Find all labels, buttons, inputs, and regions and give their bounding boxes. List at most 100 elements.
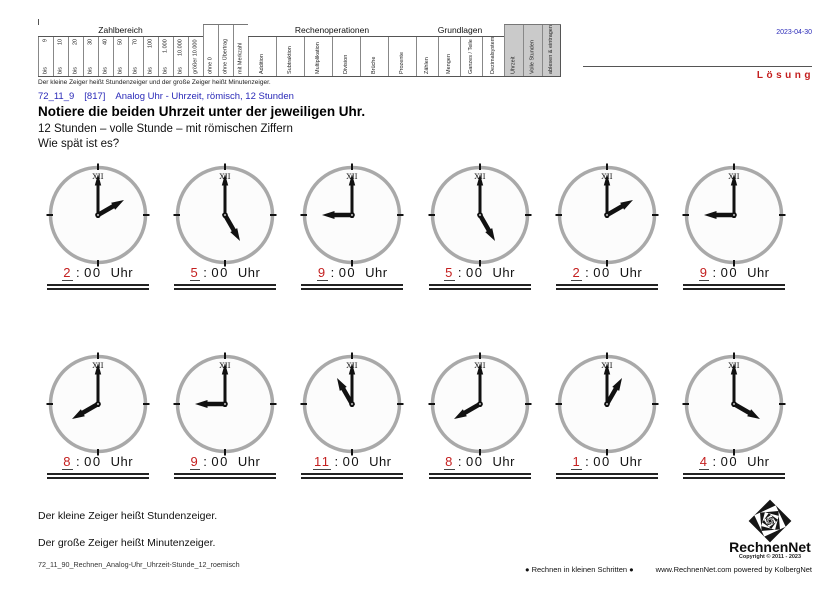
copyright: Copyright © 2011 - 2023 [738,554,802,560]
matrix-row: Zählen Mengen Ganzes / Teile Dezimalsystem [416,37,504,77]
clock-item: XII11:00 Uhr [289,351,416,479]
answer-colon: : [712,454,718,469]
matrix-cell: ablesen & eintragen [542,25,561,76]
brand-name: RechnenNet [729,539,811,555]
clock-face: XII [555,352,659,456]
answer-minutes: 00 [466,454,484,469]
matrix-group: ohne 0 ohne Übertrag mit Merkzahl [203,24,248,77]
matrix-cell-label: größer 10.000 [192,39,199,74]
matrix-group: Rechenoperationen Addition Subtraktion Mult… [248,24,416,77]
matrix-cell-label: bis 20 [72,39,79,74]
matrix-cell: Subtraktion [276,37,304,76]
matrix-cell-label: ohne 0 [207,57,214,74]
matrix-cell-label: bis 10.000 [177,39,184,74]
clock-face: XII [300,163,404,267]
answer-minutes: 00 [211,265,229,280]
clock-face: XII [555,163,659,267]
matrix-cell-label: bis 1.000 [162,39,169,74]
answer-hour-digit: 2 [62,265,73,281]
matrix-cell-label: ohne Übertrag [222,38,229,74]
time-answer: 2:00 Uhr [62,265,133,281]
clock-item: XII2:00 Uhr [543,162,670,290]
topic-matrix: Zahlbereich bis 9 bis 10 bis 20 bis 30 bis 40 bis 50… [38,19,561,77]
matrix-cell-label: Volle Stunden [529,40,536,74]
answer-unit: Uhr [747,454,770,469]
time-answer: 4:00 Uhr [698,454,770,470]
answer-unit: Uhr [110,454,134,469]
matrix-cell: bis 100 [143,37,158,76]
answer-line [428,284,531,290]
answer-colon: : [585,454,591,469]
clock-face: XII [46,163,150,267]
answer-hour-digit: 11 [312,454,332,470]
answer-line [46,473,149,479]
matrix-row: Uhrzeit Volle Stunden ablesen & eintragen [504,24,561,77]
matrix-cell: bis 40 [98,37,113,76]
matrix-cell-label: bis 100 [147,39,154,74]
matrix-cell: bis 20 [68,37,83,76]
clock-item: XII5:00 Uhr [161,162,288,290]
answer-colon: : [203,265,209,280]
answer-colon: : [457,454,463,469]
time-answer: 1:00 Uhr [571,454,642,470]
clock-item: XII9:00 Uhr [670,162,797,290]
clock-item: XII9:00 Uhr [289,162,416,290]
clock-face: XII [428,352,532,456]
clock-face: XII [173,352,277,456]
answer-hour-digit: 9 [698,265,710,281]
time-answer: 11:00 Uhr [312,454,392,470]
worksheet-ref: [817] [84,91,106,102]
answer-minutes: 00 [84,454,102,469]
matrix-cell: Division [332,37,360,76]
answer-colon: : [203,454,209,469]
matrix-cell: Zählen [416,37,438,76]
footer-note-2: Der große Zeiger heißt Minutenzeiger. [38,537,216,549]
answer-line [301,473,404,479]
answer-unit: Uhr [492,454,515,469]
matrix-cell: größer 10.000 [188,37,203,76]
matrix-cell: bis 30 [83,37,98,76]
answer-unit: Uhr [619,454,643,469]
matrix-group: Uhrzeit Volle Stunden ablesen & eintragen [504,24,561,77]
worksheet-topic: Analog Uhr - Uhrzeit, römisch, 12 Stunde… [115,91,294,102]
matrix-cell-label: bis 50 [117,39,124,74]
answer-line [301,284,404,290]
matrix-row: Addition Subtraktion Multiplikation Divisio… [248,37,416,77]
matrix-cell: Uhrzeit [504,25,523,76]
answer-unit: Uhr [747,265,770,280]
answer-line [555,284,658,290]
answer-minutes: 00 [720,265,739,280]
time-answer: 8:00 Uhr [444,454,515,470]
matrix-cell: Addition [248,37,276,76]
clock-face: XII [682,352,786,456]
matrix-cell: Prozente [388,37,416,76]
answer-hour-digit: 2 [571,265,583,281]
answer-unit: Uhr [619,265,643,280]
answer-hour-digit: 9 [189,454,201,470]
worksheet-code: 72_11_9 [38,91,75,102]
answer-unit: Uhr [492,265,515,280]
matrix-group-label: Grundlagen [416,24,504,37]
time-answer: 8:00 Uhr [62,454,133,470]
footer-credit-line: ● Rechnen in kleinen Schritten ● www.Rec… [525,565,812,574]
matrix-cell-label: bis 40 [102,39,109,74]
time-answer: 5:00 Uhr [444,265,515,281]
solution-label: Lösung [756,70,814,81]
matrix-cell-label: mit Merkzahl [237,42,244,74]
answer-minutes: 00 [338,265,357,280]
matrix-cell: bis 50 [113,37,128,76]
footer-note-1: Der kleine Zeiger heißt Stundenzeiger. [38,510,218,522]
answer-minutes: 00 [211,454,229,469]
matrix-cell: bis 1.000 [158,37,173,76]
answer-unit: Uhr [110,265,134,280]
answer-colon: : [334,454,340,469]
matrix-cell-label: ablesen & eintragen [547,25,554,74]
matrix-cell-label: Multiplikation [314,42,321,74]
answer-unit: Uhr [237,454,261,469]
table-note: Der kleine Zeiger heißt Stundenzeiger un… [38,79,271,86]
logo-spiral-icon [748,499,792,543]
clock-row-2: XII8:00UhrXII9:00UhrXII11:00UhrXII8:00Uh… [34,351,798,479]
answer-line [428,473,531,479]
footer-credit: www.RechnenNet.com powered by KolbergNet [655,565,812,574]
